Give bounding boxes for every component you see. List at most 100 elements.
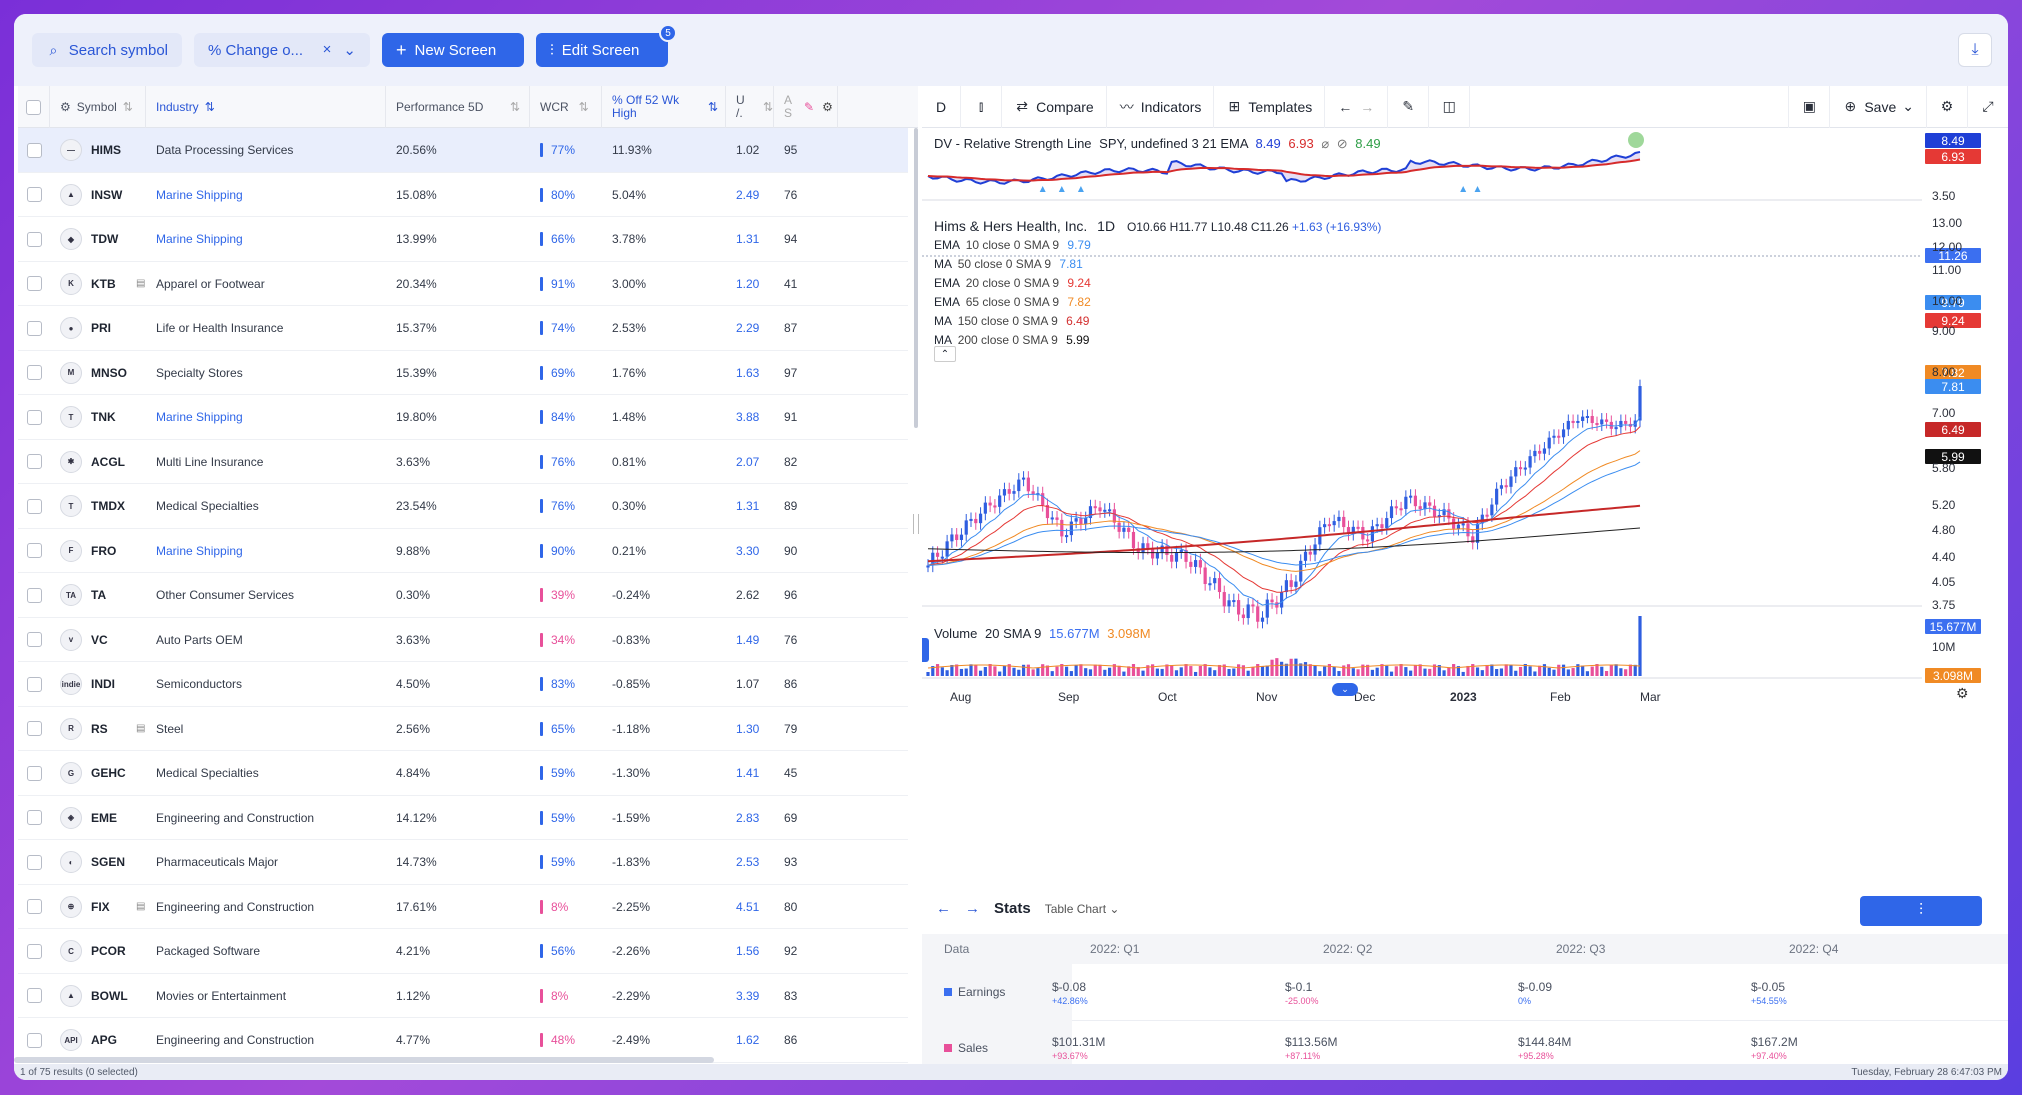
stats-settings-button[interactable]: ⫶ (1860, 896, 1982, 926)
brush-icon[interactable]: ✎ (804, 99, 815, 114)
price-chart[interactable]: DV - Relative Strength Line SPY, undefin… (922, 128, 2008, 908)
industry-cell[interactable]: Marine Shipping (156, 232, 243, 246)
table-row[interactable]: ◈ EME Engineering and Construction 14.12… (18, 796, 908, 840)
row-checkbox[interactable] (27, 484, 42, 528)
symbol-cell[interactable]: APG (91, 1033, 118, 1047)
undo-button[interactable]: ← → (1325, 85, 1389, 128)
row-checkbox[interactable] (27, 796, 42, 840)
chart-settings-button[interactable]: ⚙ (1927, 85, 1968, 128)
table-row[interactable]: ✱ ACGL Multi Line Insurance 3.63% 76% 0.… (18, 440, 908, 484)
collapse-legend-button[interactable]: ⌃ (934, 346, 956, 362)
symbol-cell[interactable]: MNSO (91, 365, 127, 380)
row-checkbox[interactable] (27, 173, 42, 217)
table-row[interactable]: ◐ SGEN Pharmaceuticals Major 14.73% 59% … (18, 840, 908, 885)
chevron-down-icon[interactable]: ⌄ (343, 42, 356, 59)
column-performance-5d[interactable]: Performance 5D ⇅ (386, 86, 530, 128)
row-checkbox[interactable] (27, 929, 42, 973)
row-checkbox[interactable] (27, 573, 42, 617)
hide-icon[interactable]: ⌀ (1321, 136, 1330, 151)
interval-button[interactable]: D (922, 85, 962, 128)
table-row[interactable]: T TMDX Medical Specialties 23.54% 76% 0.… (18, 484, 908, 529)
table-row[interactable]: C PCOR Packaged Software 4.21% 56% -2.26… (18, 929, 908, 974)
chart-canvas[interactable] (922, 128, 2008, 908)
table-row[interactable]: M MNSO Specialty Stores 15.39% 69% 1.76%… (18, 351, 908, 395)
table-row[interactable]: TA TA Other Consumer Services 0.30% 39% … (18, 573, 908, 618)
row-checkbox[interactable] (27, 618, 42, 662)
column-u[interactable]: U /. ⇅ (726, 86, 774, 128)
table-row[interactable]: F FRO Marine Shipping 9.88% 90% 0.21% 3.… (18, 529, 908, 573)
select-all-checkbox[interactable] (18, 86, 50, 128)
table-row[interactable]: v VC Auto Parts OEM 3.63% 34% -0.83% 1.4… (18, 618, 908, 662)
horizontal-scrollbar[interactable] (14, 1057, 714, 1063)
symbol-cell[interactable]: INSW (91, 187, 123, 202)
row-checkbox[interactable] (27, 974, 42, 1018)
new-screen-button[interactable]: + New Screen (382, 33, 524, 67)
row-checkbox[interactable] (27, 840, 42, 884)
search-symbol-button[interactable]: ⌕ Search symbol (32, 33, 182, 67)
industry-cell[interactable]: Marine Shipping (156, 187, 243, 202)
symbol-cell[interactable]: TMDX (91, 499, 125, 513)
symbol-cell[interactable]: RS (91, 721, 108, 736)
symbol-cell[interactable]: VC (91, 632, 108, 647)
table-row[interactable]: G GEHC Medical Specialties 4.84% 59% -1.… (18, 751, 908, 796)
snapshot-button[interactable]: ◫ (1429, 85, 1471, 128)
row-checkbox[interactable] (27, 306, 42, 350)
table-row[interactable]: T TNK Marine Shipping 19.80% 84% 1.48% 3… (18, 395, 908, 440)
symbol-cell[interactable]: INDI (91, 677, 115, 691)
industry-cell[interactable]: Marine Shipping (156, 410, 243, 424)
symbol-cell[interactable]: TA (91, 588, 107, 602)
symbol-cell[interactable]: FRO (91, 543, 117, 558)
row-checkbox[interactable] (27, 351, 42, 395)
row-checkbox[interactable] (27, 1018, 42, 1062)
download-button[interactable]: ⤓ (1958, 33, 1992, 67)
table-row[interactable]: ◆ TDW Marine Shipping 13.99% 66% 3.78% 1… (18, 217, 908, 262)
row-checkbox[interactable] (27, 440, 42, 484)
row-checkbox[interactable] (27, 529, 42, 573)
symbol-cell[interactable]: KTB (91, 276, 116, 291)
column-a[interactable]: A S ✎ ⚙ (774, 86, 838, 128)
scroll-to-date-button[interactable]: ⌄ (1332, 683, 1358, 696)
templates-button[interactable]: ⊞ Templates (1214, 85, 1326, 128)
arrow-left-icon[interactable]: ← (936, 900, 951, 917)
symbol-cell[interactable]: EME (91, 810, 118, 825)
arrow-right-icon[interactable]: → (1360, 98, 1375, 115)
vertical-scrollbar[interactable] (914, 128, 918, 428)
table-row[interactable]: ▲ BOWL Movies or Entertainment 1.12% 8% … (18, 974, 908, 1018)
symbol-cell[interactable]: FIX (91, 899, 110, 914)
row-checkbox[interactable] (27, 128, 42, 172)
draw-button[interactable]: ✎ (1388, 85, 1430, 128)
column-industry[interactable]: Industry ⇅ (146, 86, 386, 128)
row-checkbox[interactable] (27, 395, 42, 439)
symbol-cell[interactable]: HIMS (91, 143, 121, 157)
row-checkbox[interactable] (27, 751, 42, 795)
panel-resize-handle[interactable] (913, 514, 919, 534)
row-checkbox[interactable] (27, 707, 42, 751)
symbol-cell[interactable]: ACGL (91, 454, 125, 469)
symbol-cell[interactable]: TDW (91, 232, 119, 246)
indicators-button[interactable]: 〰 Indicators (1107, 85, 1215, 128)
table-row[interactable]: indie INDI Semiconductors 4.50% 83% -0.8… (18, 662, 908, 707)
symbol-cell[interactable]: PRI (91, 321, 112, 335)
close-icon[interactable]: ⊘ (1336, 136, 1348, 151)
table-row[interactable]: ⊕ FIX ▤ Engineering and Construction 17.… (18, 885, 908, 929)
row-checkbox[interactable] (27, 217, 42, 261)
symbol-cell[interactable]: TNK (91, 410, 116, 424)
screen-filter-dropdown[interactable]: % Change o... × ⌄ (194, 33, 370, 67)
row-checkbox[interactable] (27, 885, 42, 929)
settings-icon[interactable]: ⚙ (822, 99, 833, 114)
symbol-cell[interactable]: GEHC (91, 766, 126, 780)
column-wcr[interactable]: WCR ⇅ (530, 86, 602, 128)
expand-panel-handle[interactable] (922, 638, 929, 662)
table-row[interactable]: API APG Engineering and Construction 4.7… (18, 1018, 908, 1063)
candles-button[interactable]: ⫾ (961, 85, 1003, 128)
table-row[interactable]: — HIMS Data Processing Services 20.56% 7… (18, 128, 908, 173)
save-button[interactable]: ⊕ Save ⌄ (1830, 85, 1927, 128)
table-row[interactable]: ▲ INSW Marine Shipping 15.08% 80% 5.04% … (18, 173, 908, 217)
symbol-cell[interactable]: PCOR (91, 944, 126, 958)
close-icon[interactable]: × (322, 41, 332, 58)
compare-button[interactable]: ⇄ Compare (1002, 85, 1107, 128)
row-checkbox[interactable] (27, 262, 42, 306)
symbol-cell[interactable]: BOWL (91, 988, 128, 1003)
fullscreen-button[interactable]: ⤢ (1968, 86, 2008, 128)
table-row[interactable]: ● PRI Life or Health Insurance 15.37% 74… (18, 306, 908, 351)
